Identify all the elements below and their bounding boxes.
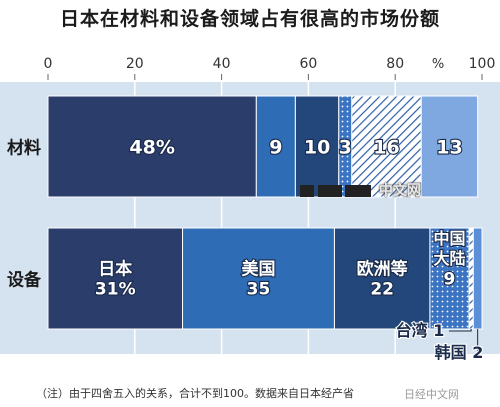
annotation-label-korea: 韩国 2 [435,343,484,362]
bar-value-label: 48% [129,136,174,158]
annotation-leader-line [449,329,472,332]
annotation-label-line: 台湾 1 [396,321,445,340]
nikkei-logo-icon [300,185,371,197]
bar-value-label-line: 10 [304,136,330,158]
bar-value-label: 3 [339,136,352,158]
bar-value-label-line: 22 [370,280,394,300]
bar-segment-japan [47,95,257,198]
bar-segment-usa [255,95,296,198]
category-label: 设备 [7,270,42,291]
bar-segment-europe [333,227,431,330]
bar-value-label-line: 9 [269,136,282,158]
annotation-label-taiwan: 台湾 1 [396,321,445,340]
bar-value-label-line: 31% [95,280,136,300]
x-unit-label: % [432,57,444,72]
title-bar: 日本在材料和设备领域占有很高的市场份额 [0,0,500,34]
bar-segment-other [420,95,479,198]
x-tick-label: 0 [44,56,53,72]
bar-value-label: 16 [373,136,399,158]
category-label: 材料 [7,138,41,159]
bar-segment-korea [472,227,483,330]
bar-segment-usa [182,227,335,330]
bar-value-label: 9 [444,270,456,290]
chart-title: 日本在材料和设备领域占有很高的市场份额 [59,8,440,30]
footnote: （注）由于四舍五入的关系，合计不到100。数据来自日本经产省 [36,387,354,400]
x-tick-label: 60 [299,56,317,72]
bar-value-label-line: 9 [444,270,456,290]
bar-value-label-line: 3 [339,136,352,158]
bar-segment-taiwan [351,95,422,198]
bar-value-label-line: 16 [373,136,399,158]
bar-value-label: 13 [436,136,462,158]
bar-value-label-line: 日本 [98,259,132,280]
bar-value-label: 10 [304,136,330,158]
bar-segment-europe [294,95,340,198]
watermark-bottom: 日经中文网 [404,388,459,401]
x-tick-label: 20 [126,56,144,72]
annotation-label-line: 大陆 [433,249,465,268]
x-tick-label: 40 [213,56,231,72]
x-tick-label: 80 [386,56,404,72]
bar-value-label-line: 13 [436,136,462,158]
annotation-label-line: 韩国 2 [435,343,484,362]
annotation-label-line: 中国 [433,229,465,248]
bar-segment-china [429,227,470,330]
bar-value-label: 欧洲等 22 [357,259,408,300]
watermark-logo: 中文网 [298,180,421,200]
x-tick-label: 100 [469,56,496,72]
bar-value-label: 美国 35 [241,259,275,300]
bar-value-label: 日本 31% [95,259,136,300]
watermark-text: 中文网 [378,183,421,199]
bar-value-label-line: 欧洲等 [357,259,408,280]
bar-value-label-line: 48% [129,136,174,158]
bar-value-label-line: 美国 [241,259,275,280]
bar-value-label: 9 [269,136,282,158]
bar-segment-japan [47,227,184,330]
bar-value-label-line: 35 [247,280,271,300]
annotation-label-china: 中国大陆 [433,229,465,268]
bar-segment-taiwan [468,227,474,330]
